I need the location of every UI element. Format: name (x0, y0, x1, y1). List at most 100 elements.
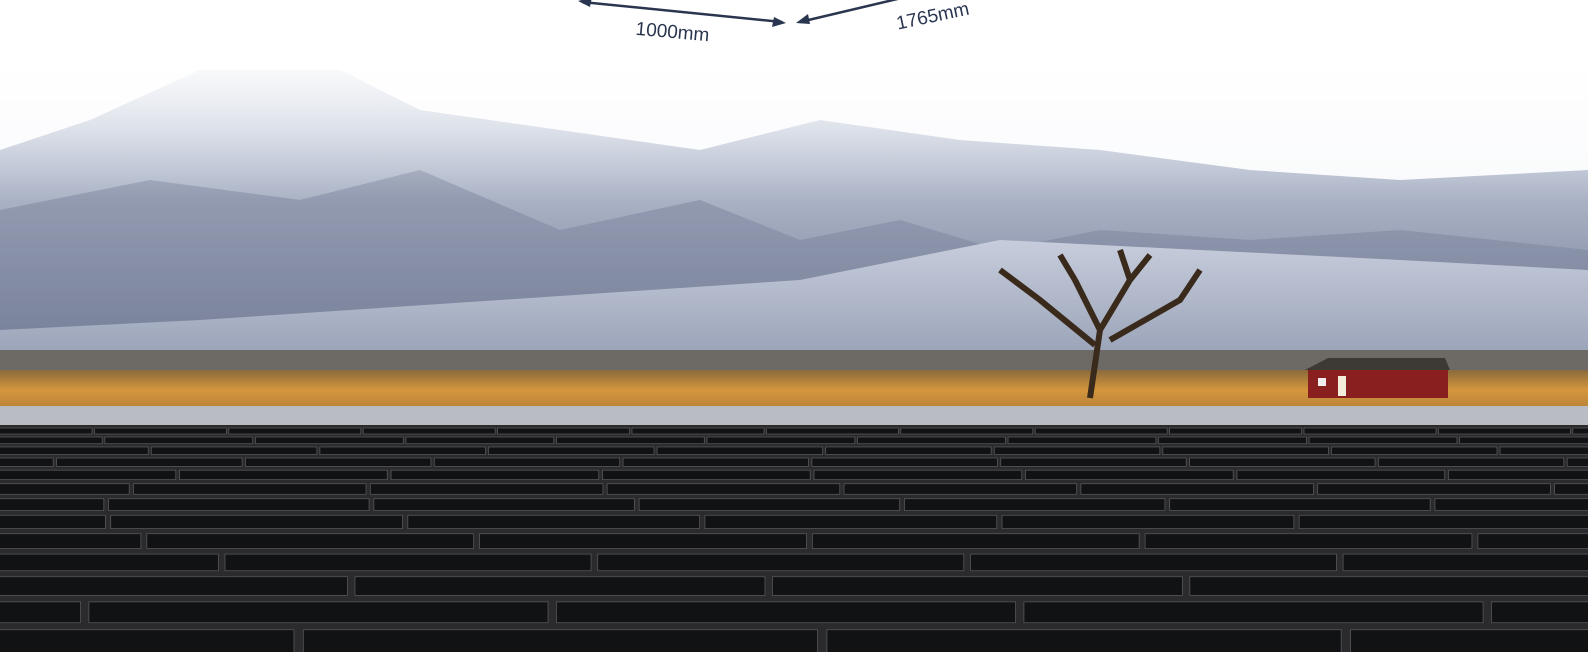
solar-panel (1169, 498, 1431, 511)
solar-panel (825, 446, 992, 455)
top-white (0, 0, 1588, 70)
solar-panel (0, 436, 103, 445)
solar-panel (369, 483, 604, 495)
solar-panel (479, 533, 807, 549)
solar-panel (1566, 457, 1588, 467)
solar-panel (1491, 601, 1588, 624)
solar-panel (638, 498, 901, 511)
solar-panel (766, 427, 899, 435)
solar-panel (1499, 446, 1588, 455)
solar-panel (993, 446, 1161, 455)
solar-panel (1331, 446, 1498, 455)
solar-panel (319, 446, 486, 455)
fence-line (0, 406, 1588, 426)
solar-panel (354, 576, 766, 596)
solar-panel (1459, 436, 1588, 445)
solar-panel (255, 436, 404, 445)
solar-panel (1572, 427, 1588, 435)
solar-panel (1080, 483, 1314, 495)
solar-panel (843, 483, 1078, 495)
solar-panel (0, 427, 93, 435)
solar-panel (0, 576, 348, 596)
solar-panel (1007, 436, 1157, 445)
solar-panel (390, 469, 600, 481)
solar-panel (1169, 427, 1302, 435)
solar-panel (813, 469, 1023, 481)
solar-panel (1034, 427, 1168, 435)
solar-panel (1158, 436, 1307, 445)
solar-panel (0, 533, 142, 549)
solar-panel (1023, 601, 1484, 624)
solar-panel (245, 457, 432, 467)
solar-panel (1350, 629, 1588, 652)
sand-dunes (0, 240, 1588, 355)
solar-panel (373, 498, 635, 511)
solar-panel (110, 514, 403, 529)
solar-panel (1377, 457, 1565, 467)
solar-panel (228, 427, 362, 435)
solar-panel (556, 436, 705, 445)
distant-plain (0, 350, 1588, 370)
solar-panel (1317, 483, 1551, 495)
solar-panel (1434, 498, 1588, 511)
solar-panel (146, 533, 475, 549)
solar-panel (1342, 553, 1588, 572)
solar-panel (1236, 469, 1446, 481)
solar-panel (1438, 427, 1571, 435)
solar-panel (771, 576, 1183, 596)
solar-panel (1477, 533, 1588, 549)
solar-panel (826, 629, 1342, 652)
solar-panel (405, 436, 555, 445)
solar-panel (56, 457, 243, 467)
solar-panel (811, 533, 1140, 549)
solar-panel (1308, 436, 1458, 445)
solar-panel (488, 446, 655, 455)
solar-panel (104, 436, 254, 445)
solar-panel (970, 553, 1337, 572)
solar-panels (0, 427, 1588, 652)
solar-panel (302, 629, 818, 652)
solar-panel (0, 457, 54, 467)
solar-panel (0, 514, 106, 529)
solar-panel (150, 446, 318, 455)
solar-panel (1144, 533, 1473, 549)
solar-panel (631, 427, 765, 435)
solar-panel (179, 469, 388, 481)
solar-panel (0, 498, 105, 511)
solar-panel (94, 427, 227, 435)
solar-panel (1025, 469, 1234, 481)
solar-panel (1298, 514, 1588, 529)
solar-panel (497, 427, 631, 435)
solar-panel (857, 436, 1006, 445)
solar-panel (606, 483, 841, 495)
solar-panel (1000, 457, 1187, 467)
solar-panel (362, 427, 496, 435)
solar-panel (433, 457, 621, 467)
solar-panel (1001, 514, 1295, 529)
dimension-arrows (578, 0, 899, 27)
solar-panel (0, 553, 219, 572)
solar-panel (133, 483, 367, 495)
solar-panel (811, 457, 998, 467)
tree (998, 249, 1203, 399)
solar-panel (1189, 457, 1376, 467)
solar-panel (88, 601, 549, 624)
solar-panel (108, 498, 370, 511)
solar-panel (0, 469, 177, 481)
solar-panel (1162, 446, 1329, 455)
solar-panel (706, 436, 856, 445)
house (1305, 358, 1450, 398)
solar-panel (1303, 427, 1437, 435)
solar-panel (0, 446, 149, 455)
solar-panel (407, 514, 701, 529)
solar-panel (597, 553, 965, 572)
solar-panel (622, 457, 809, 467)
solar-panel (900, 427, 1034, 435)
solar-panel (0, 601, 81, 624)
solar-panel (0, 483, 130, 495)
solar-panel (555, 601, 1016, 624)
solar-panel (0, 629, 295, 652)
solar-panel (1189, 576, 1588, 596)
solar-panel (1448, 469, 1588, 481)
